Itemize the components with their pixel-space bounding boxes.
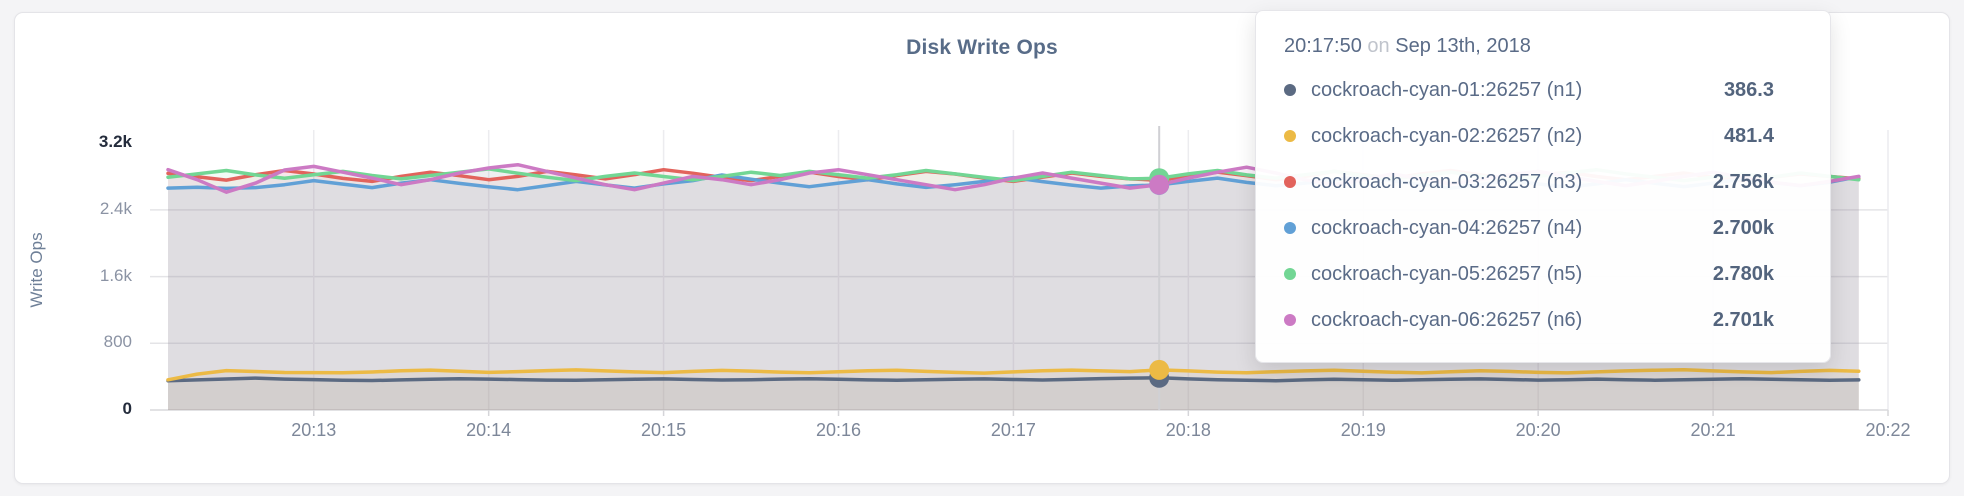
x-tick-label: 20:17: [990, 420, 1036, 440]
series-color-dot: [1284, 222, 1296, 234]
tooltip-series-row: cockroach-cyan-04:26257 (n4) 2.700k: [1256, 205, 1830, 251]
x-tick-label: 20:22: [1865, 420, 1911, 440]
y-tick-label: 1.6k: [99, 265, 132, 285]
y-tick-label: 3.2k: [98, 132, 132, 152]
x-tick-label: 20:19: [1340, 420, 1386, 440]
x-tick-label: 20:21: [1690, 420, 1736, 440]
hover-tooltip: 20:17:50 on Sep 13th, 2018 cockroach-cya…: [1255, 10, 1831, 363]
tooltip-time: 20:17:50: [1284, 35, 1362, 57]
tooltip-conjunction: on: [1367, 35, 1390, 57]
series-value: 481.4: [1723, 124, 1774, 147]
series-value: 2.700k: [1712, 216, 1774, 239]
tooltip-series-row: cockroach-cyan-02:26257 (n2) 481.4: [1256, 113, 1830, 159]
series-color-dot: [1284, 268, 1296, 280]
chart-title: Disk Write Ops: [906, 36, 1058, 59]
tooltip-series-row: cockroach-cyan-05:26257 (n5) 2.780k: [1256, 251, 1830, 297]
y-tick-label: 2.4k: [99, 198, 132, 218]
x-tick-label: 20:15: [641, 420, 687, 440]
x-tick-label: 20:13: [291, 420, 337, 440]
tooltip-header: 20:17:50 on Sep 13th, 2018: [1256, 35, 1830, 58]
series-name: cockroach-cyan-04:26257 (n4): [1311, 216, 1583, 239]
x-tick-label: 20:20: [1515, 420, 1561, 440]
y-tick-label: 0: [122, 399, 132, 418]
tooltip-date: Sep 13th, 2018: [1395, 35, 1531, 57]
hover-dot-n2: [1149, 359, 1170, 380]
series-line-n2: [166, 367, 1861, 382]
series-area-n1: [168, 377, 1859, 410]
series-color-dot: [1284, 84, 1296, 96]
series-name: cockroach-cyan-02:26257 (n2): [1311, 124, 1583, 147]
x-tick-label: 20:18: [1165, 420, 1211, 440]
series-color-dot: [1284, 176, 1296, 188]
tooltip-series-row: cockroach-cyan-01:26257 (n1) 386.3: [1256, 67, 1830, 113]
tooltip-series-row: cockroach-cyan-06:26257 (n6) 2.701k: [1256, 297, 1830, 343]
series-value: 386.3: [1723, 78, 1774, 101]
tooltip-rows: cockroach-cyan-01:26257 (n1) 386.3 cockroa…: [1256, 67, 1830, 343]
series-line-n1: [166, 376, 1861, 383]
tooltip-series-row: cockroach-cyan-03:26257 (n3) 2.756k: [1256, 159, 1830, 205]
series-value: 2.780k: [1712, 262, 1774, 285]
series-name: cockroach-cyan-05:26257 (n5): [1311, 262, 1583, 285]
series-name: cockroach-cyan-06:26257 (n6): [1311, 308, 1583, 331]
series-value: 2.701k: [1712, 308, 1774, 331]
series-name: cockroach-cyan-03:26257 (n3): [1311, 170, 1583, 193]
series-value: 2.756k: [1712, 170, 1774, 193]
x-tick-label: 20:14: [466, 420, 512, 440]
series-color-dot: [1284, 314, 1296, 326]
y-tick-label: 800: [103, 332, 132, 352]
x-tick-label: 20:16: [815, 420, 862, 440]
series-name: cockroach-cyan-01:26257 (n1): [1311, 78, 1583, 101]
hover-dot-n6: [1149, 174, 1170, 195]
series-color-dot: [1284, 130, 1296, 142]
